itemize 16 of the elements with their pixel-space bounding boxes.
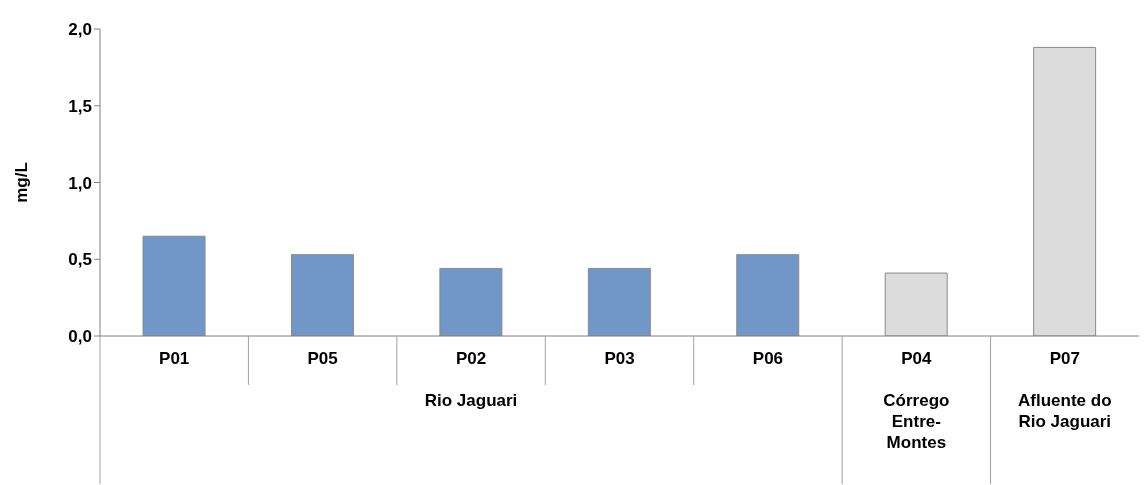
- x-tick-label: P03: [604, 349, 635, 368]
- text: Rio Jaguari: [424, 391, 518, 410]
- x-tick-label: P05: [307, 349, 338, 368]
- x-tick-label: P06: [752, 349, 784, 368]
- x-tick-label: P04: [901, 349, 933, 368]
- y-axis-title: mg/L: [12, 162, 32, 203]
- y-tick-label: 1,0: [68, 173, 92, 193]
- x-tick-label: P01: [159, 349, 190, 368]
- y-tick-label: 0,5: [68, 250, 92, 270]
- y-tick-label: 0,0: [68, 327, 92, 347]
- x-tick-label: P07: [1049, 349, 1080, 368]
- y-tick-label: 2,0: [68, 20, 92, 40]
- y-tick-label: 1,5: [68, 96, 92, 116]
- text: Afluente do Rio Jaguari: [1018, 391, 1112, 431]
- x-tick-label: P02: [455, 349, 487, 368]
- text: Córrego Entre-Montes: [883, 391, 950, 452]
